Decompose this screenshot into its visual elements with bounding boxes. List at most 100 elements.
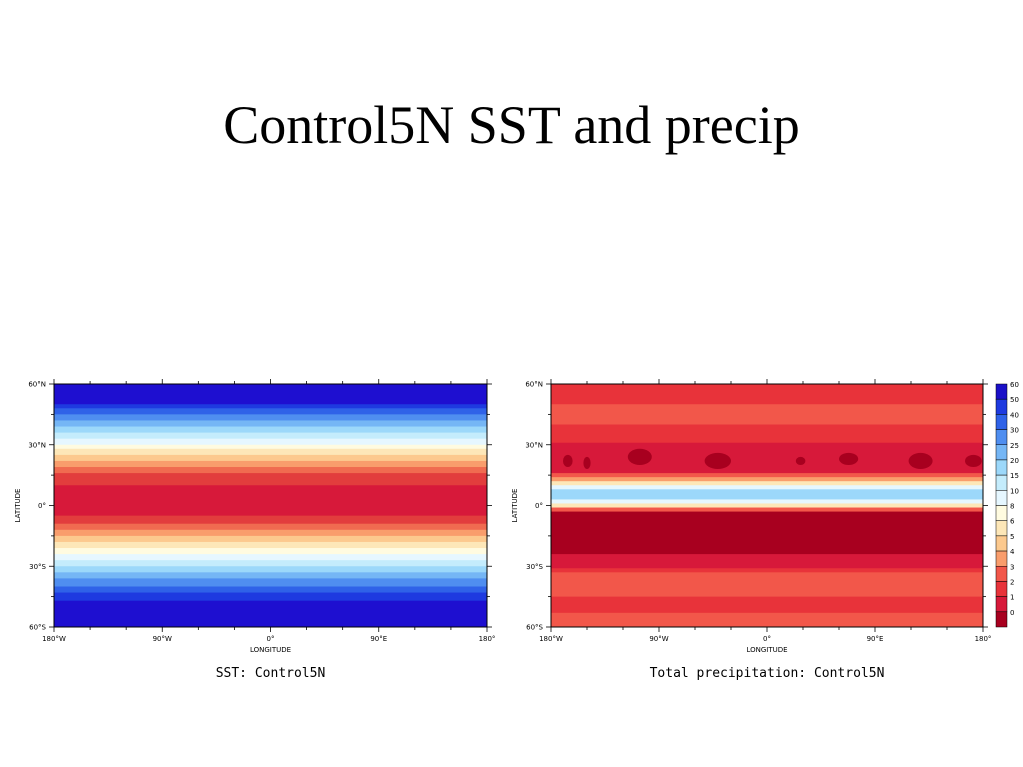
precip-y-axis-title: LATITUDE — [511, 489, 519, 523]
sst-x-axis-title: LONGITUDE — [250, 646, 291, 654]
colorbar-label: 25 — [1010, 442, 1019, 450]
precip-plot-area — [551, 384, 983, 627]
colorbar-swatch — [995, 429, 1008, 445]
precip-band — [551, 481, 983, 486]
precip-band — [551, 568, 983, 573]
sst-y-tick-label: 0° — [38, 502, 46, 510]
precip-contour-cell — [583, 456, 591, 470]
sst-band — [54, 529, 487, 537]
sst-band — [54, 586, 487, 594]
sst-y-tick-label: 30°N — [28, 441, 46, 449]
colorbar-label: 50 — [1010, 396, 1019, 404]
sst-band — [54, 592, 487, 602]
colorbar-swatch — [995, 535, 1008, 552]
precip-contour-cell — [908, 452, 933, 470]
sst-band — [54, 572, 487, 579]
colorbar-swatch — [995, 383, 1008, 400]
colorbar-swatch — [995, 490, 1008, 506]
precip-panel: 180°W 90°W 0° 90°E 180° 60°N 30°N 0° 30°S 60°S LON… — [511, 379, 1019, 681]
colorbar-swatch — [995, 550, 1008, 567]
sst-plot-area — [54, 384, 487, 627]
sst-x-tick-label: 180° — [479, 635, 496, 643]
colorbar-swatch — [995, 520, 1008, 537]
sst-band — [54, 578, 487, 588]
sst-y-axis-title: LATITUDE — [14, 489, 22, 523]
colorbar-label: 60 — [1010, 381, 1019, 389]
precip-band — [551, 473, 983, 478]
sst-band — [54, 384, 487, 405]
sst-band — [54, 515, 487, 525]
sst-y-tick-label: 60°N — [28, 381, 46, 389]
precip-x-tick-label: 0° — [763, 635, 771, 643]
sst-band — [54, 414, 487, 422]
sst-x-tick-label: 90°W — [153, 635, 172, 643]
precip-band — [551, 489, 983, 501]
colorbar-label: 20 — [1010, 457, 1019, 465]
sst-band — [54, 560, 487, 567]
colorbar-label: 0 — [1010, 609, 1014, 617]
precip-x-tick-label: 180° — [975, 635, 992, 643]
sst-band — [54, 438, 487, 446]
colorbar-label: 3 — [1010, 563, 1014, 571]
colorbar-swatch — [995, 566, 1008, 582]
precip-band — [551, 572, 983, 598]
sst-band — [54, 554, 487, 561]
precip-band — [551, 511, 983, 555]
precip-band — [551, 554, 983, 569]
sst-band — [54, 548, 487, 555]
colorbar-swatch — [995, 444, 1008, 461]
colorbar-swatch — [995, 459, 1008, 476]
colorbar-swatch — [995, 596, 1008, 613]
precip-y-tick-label: 60°N — [525, 381, 543, 389]
sst-band — [54, 467, 487, 474]
sst-y-tick-label: 30°S — [29, 563, 46, 571]
precip-x-tick-label: 180°W — [539, 635, 563, 643]
colorbar-label: 2 — [1010, 578, 1014, 586]
precip-band — [551, 384, 983, 405]
precip-x-tick-label: 90°W — [649, 635, 668, 643]
precip-band — [551, 503, 983, 509]
precip-y-tick-label: 30°N — [525, 441, 543, 449]
precip-caption: Total precipitation: Control5N — [650, 666, 885, 681]
colorbar-label: 40 — [1010, 411, 1019, 419]
sst-band — [54, 473, 487, 486]
precip-band — [551, 499, 983, 505]
colorbar-label: 5 — [1010, 533, 1014, 541]
colorbar-label: 6 — [1010, 518, 1015, 526]
sst-band — [54, 541, 487, 549]
sst-x-tick-label: 90°E — [370, 635, 387, 643]
precip-contour-cell — [627, 448, 652, 465]
sst-band — [54, 485, 487, 517]
precip-y-tick-label: 0° — [535, 502, 543, 510]
sst-band — [54, 600, 487, 627]
colorbar-swatch — [995, 398, 1008, 415]
precip-x-axis-title: LONGITUDE — [746, 646, 787, 654]
sst-band — [54, 523, 487, 531]
sst-y-tick-label: 60°S — [29, 624, 46, 632]
precip-contour-cell — [839, 452, 859, 465]
sst-band — [54, 404, 487, 409]
sst-band — [54, 566, 487, 573]
colorbar-swatch — [995, 474, 1008, 491]
colorbar-label: 15 — [1010, 472, 1019, 480]
sst-panel: 180°W 90°W 0° 90°E 180° 60°N 30°N 0° 30°S 60°S LON… — [14, 379, 495, 681]
sst-band — [54, 448, 487, 456]
precip-band — [551, 477, 983, 482]
precip-contour-cell — [563, 454, 573, 468]
sst-band — [54, 432, 487, 440]
sst-band — [54, 420, 487, 428]
precip-band — [551, 404, 983, 426]
colorbar-label: 30 — [1010, 427, 1019, 435]
sst-caption: SST: Control5N — [216, 666, 326, 681]
precip-band — [551, 596, 983, 614]
sst-band — [54, 460, 487, 468]
precip-band — [551, 507, 983, 513]
colorbar-label: 4 — [1010, 548, 1015, 556]
colorbar-label: 1 — [1010, 594, 1014, 602]
precip-contour-cell — [965, 454, 982, 468]
colorbar-label: 8 — [1010, 503, 1014, 511]
sst-band — [54, 444, 487, 450]
colorbar-swatch — [995, 581, 1008, 597]
precip-y-tick-label: 30°S — [526, 563, 543, 571]
